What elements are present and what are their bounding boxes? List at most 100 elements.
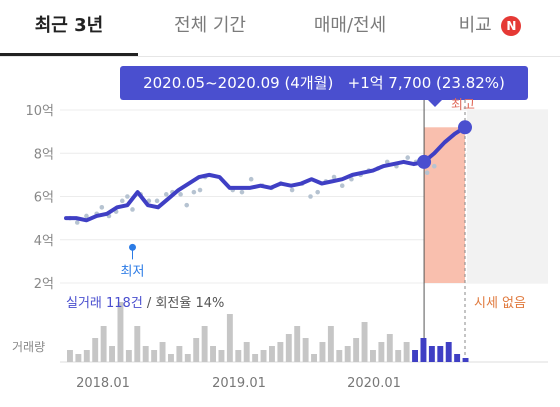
transaction-dot [339, 183, 345, 188]
volume-bar [252, 354, 259, 362]
y-tick-label: 4억 [34, 234, 54, 249]
volume-bar [100, 326, 107, 362]
transaction-dot [74, 220, 80, 225]
volume-bar [285, 334, 292, 362]
no-price-region [467, 110, 548, 283]
volume-bar [361, 322, 368, 362]
volume-bar [403, 342, 410, 362]
high-marker-label: 최고 [451, 98, 475, 113]
tab-recent-3-years[interactable]: 최근 3년 [34, 15, 104, 36]
tab-sale-jeonse[interactable]: 매매/전세 [313, 15, 387, 36]
volume-bar [151, 350, 158, 362]
transaction-dot [424, 170, 430, 176]
volume-bar [218, 350, 225, 362]
tooltip-change: +1억 7,700 (23.82%) [347, 74, 505, 92]
transaction-dot [178, 192, 183, 197]
volume-bar [83, 350, 90, 362]
transaction-dot [315, 189, 320, 195]
volume-bar [117, 302, 124, 362]
period-start-point[interactable] [417, 154, 432, 169]
volume-bar [311, 354, 317, 362]
new-badge: N [501, 16, 522, 36]
tab-compare[interactable]: 비교 N [420, 0, 560, 56]
y-tick-label: 8억 [34, 147, 54, 162]
volume-bar [184, 354, 191, 362]
volume-bar [378, 342, 385, 362]
y-tick-label: 6억 [34, 191, 54, 206]
volume-bar [142, 346, 149, 362]
volume-bar [420, 338, 427, 362]
transaction-dot [308, 194, 313, 199]
tab-entire-period[interactable]: 전체 기간 [174, 15, 246, 36]
transaction-dot [191, 189, 197, 195]
x-tick-label: 2020.01 [347, 376, 401, 391]
low-marker-dot [129, 243, 136, 251]
volume-bar [67, 350, 73, 362]
volume-bar [168, 354, 174, 362]
volume-bar [327, 326, 334, 362]
low-marker-label: 최저 [121, 264, 145, 279]
tooltip-period: 2020.05~2020.09 (4개월) [143, 74, 334, 92]
no-price-label: 시세 없음 [474, 296, 526, 311]
period-end-point[interactable] [458, 120, 472, 135]
active-tab-indicator [0, 53, 138, 56]
transaction-dot [99, 205, 105, 210]
volume-bar [235, 350, 242, 362]
y-tick-label: 10억 [25, 104, 54, 119]
volume-bar [437, 346, 444, 362]
y-tick-label: 2억 [34, 277, 54, 292]
high-price-highlight [424, 127, 465, 283]
tab-bar: 최근 3년 전체 기간 매매/전세 비교 N [0, 0, 560, 57]
transaction-dot [349, 176, 354, 182]
transaction-dot [289, 187, 295, 193]
transaction-dot [384, 159, 390, 165]
volume-bar [134, 326, 141, 362]
tab-compare-label: 비교 [458, 15, 492, 36]
volume-bar [260, 350, 267, 362]
transaction-dot [125, 194, 130, 199]
volume-bar [193, 338, 200, 362]
volume-bar [445, 342, 452, 362]
volume-label: 거래량 [12, 340, 46, 354]
volume-bar [226, 314, 233, 362]
volume-bar [176, 346, 183, 362]
transaction-count: 실거래 118건 [66, 296, 143, 311]
volume-bar [269, 346, 275, 362]
x-tick-label: 2019.01 [212, 376, 266, 391]
volume-bar [395, 350, 402, 362]
volume-bar [412, 350, 418, 362]
volume-bar [159, 342, 166, 362]
price-change-tooltip: 2020.05~2020.09 (4개월) +1억 7,700 (23.82%) [120, 66, 528, 100]
transaction-dot [163, 192, 169, 197]
transaction-dot [184, 202, 190, 208]
transaction-dot [239, 189, 245, 195]
volume-bar [92, 338, 99, 362]
volume-bar [294, 326, 301, 362]
transaction-dot [432, 163, 437, 169]
transaction-dot [405, 155, 411, 160]
transaction-dot [130, 207, 135, 212]
volume-bar [75, 354, 82, 362]
volume-bar [386, 334, 393, 362]
volume-bar [454, 354, 461, 362]
volume-bar [353, 338, 360, 362]
volume-bar [428, 346, 435, 362]
transaction-dot [248, 176, 254, 182]
volume-bar [210, 346, 216, 362]
volume-bar [336, 350, 343, 362]
transaction-dot [119, 198, 125, 204]
volume-bar [125, 350, 132, 362]
volume-bar [462, 358, 469, 362]
price-line [64, 125, 467, 223]
transaction-stats: 실거래 118건 / 회전율 14% [66, 292, 224, 311]
transaction-dot [84, 213, 89, 219]
transaction-dot [197, 187, 203, 193]
volume-bar [109, 346, 115, 362]
transaction-dot [154, 198, 160, 204]
volume-bar [302, 338, 309, 362]
turnover-rate: / 회전율 14% [142, 296, 225, 311]
volume-bar [319, 342, 326, 362]
volume-bar [201, 326, 208, 362]
x-tick-label: 2018.01 [76, 376, 130, 391]
